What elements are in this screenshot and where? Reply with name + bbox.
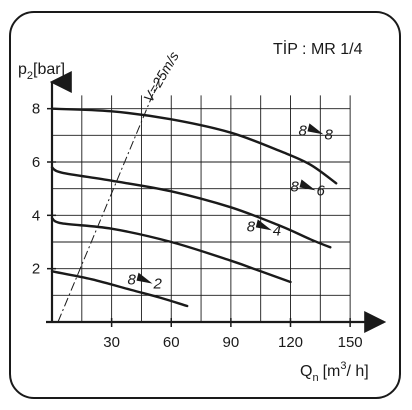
- y-axis-label: p2[bar]: [18, 61, 65, 82]
- curve-label-first: 8: [298, 122, 307, 139]
- x-axis-label: Qn [m3/ h]: [300, 360, 369, 384]
- pump-curve: [50, 270, 189, 308]
- curve-label-arrow: [299, 179, 316, 191]
- x-tick-label: 150: [338, 334, 363, 351]
- curve-label-second: 2: [153, 276, 163, 293]
- x-tick-label: 60: [163, 334, 180, 351]
- x-tick-label: 120: [278, 334, 303, 351]
- curve-label-first: 8: [128, 272, 137, 289]
- curve-label-second: 6: [317, 182, 326, 199]
- pump-curves: [50, 107, 338, 308]
- curve-label-second: 8: [324, 126, 333, 143]
- curve-label-second: 4: [273, 222, 281, 239]
- axes: [46, 71, 387, 333]
- y-tick-label: 2: [32, 261, 40, 278]
- y-tick-label: 8: [32, 101, 40, 118]
- x-tick-label: 30: [103, 334, 120, 351]
- chart-title: TİP : MR 1/4: [273, 39, 363, 58]
- curve-label-first: 8: [247, 218, 256, 235]
- curve-label-arrow: [307, 123, 324, 135]
- curve-label-first: 8: [291, 178, 300, 195]
- curve-labels: 8 88 68 48 2: [128, 122, 334, 292]
- pump-curve: [50, 216, 292, 284]
- y-tick-label: 4: [32, 207, 40, 224]
- pump-curve: [50, 107, 338, 185]
- pump-curve: [50, 166, 332, 249]
- x-tick-label: 90: [223, 334, 240, 351]
- curve-label-arrow: [136, 272, 153, 284]
- y-tick-label: 6: [32, 154, 40, 171]
- curve-label-arrow: [255, 219, 272, 231]
